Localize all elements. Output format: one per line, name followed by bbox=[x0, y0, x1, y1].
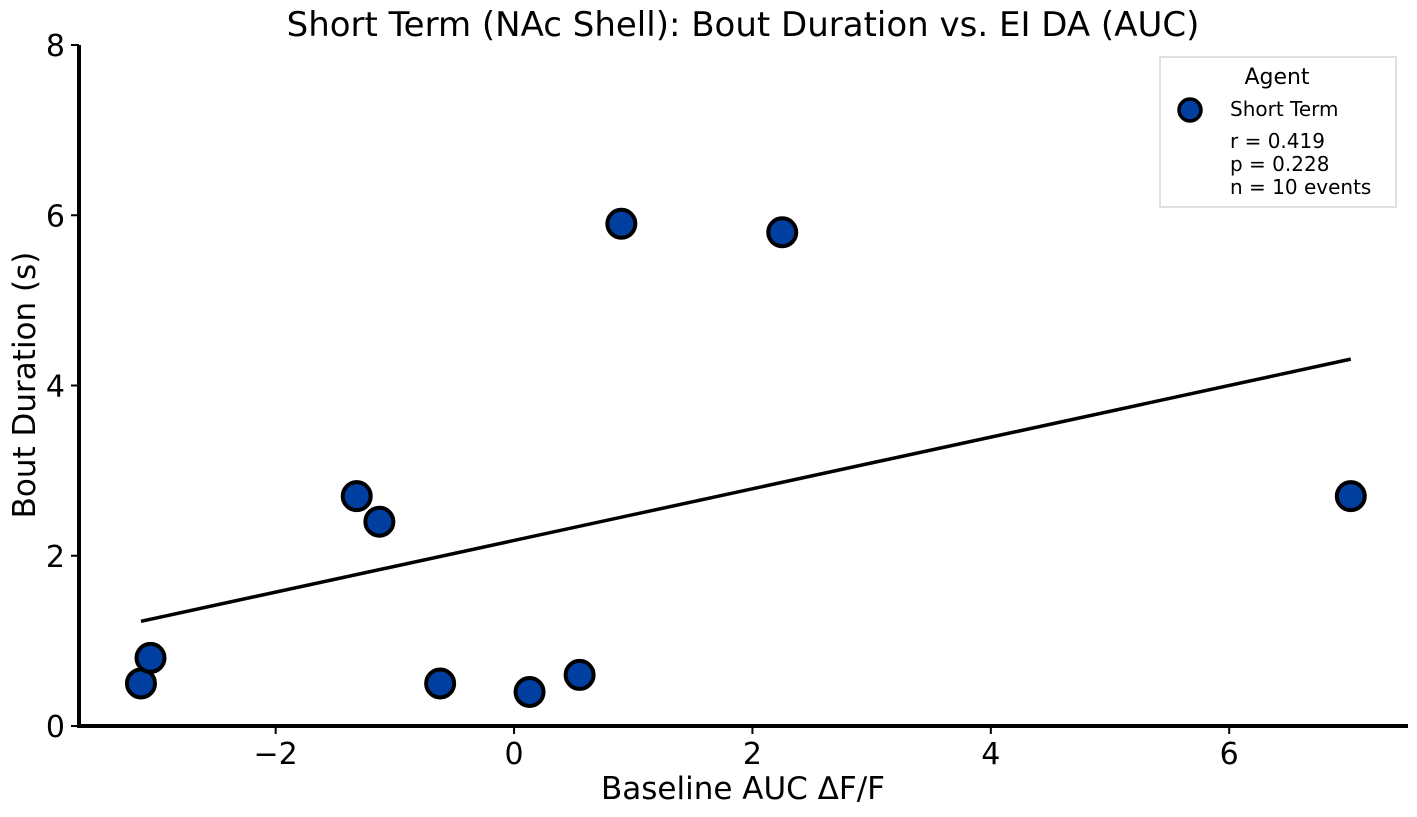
x-tick-label: 6 bbox=[1220, 737, 1239, 772]
y-ticks: 0 2 4 6 8 bbox=[46, 29, 79, 745]
legend-frame bbox=[1159, 56, 1397, 208]
legend: Agent Short Term r = 0.419 p = 0.228 n =… bbox=[1159, 56, 1397, 208]
data-point bbox=[424, 667, 457, 700]
x-tick-label: 2 bbox=[743, 737, 762, 772]
x-tick-label: 4 bbox=[981, 737, 1000, 772]
data-point bbox=[605, 207, 638, 240]
data-point bbox=[563, 658, 596, 691]
chart-title: Short Term (NAc Shell): Bout Duration vs… bbox=[287, 5, 1200, 45]
data-point bbox=[134, 641, 167, 674]
plot-area: −2 0 2 4 6 0 2 4 6 8 bbox=[46, 29, 1408, 772]
data-point bbox=[363, 505, 396, 538]
data-point bbox=[1334, 480, 1367, 513]
y-tick-label: 2 bbox=[46, 540, 65, 575]
data-point bbox=[513, 675, 546, 708]
data-point bbox=[766, 216, 799, 249]
data-points bbox=[124, 207, 1367, 708]
y-axis-label: Bout Duration (s) bbox=[7, 252, 43, 519]
legend-entry-label: Short Term bbox=[1230, 97, 1339, 121]
y-tick-label: 4 bbox=[46, 370, 65, 405]
legend-stat-n: n = 10 events bbox=[1230, 175, 1371, 199]
regression-line bbox=[140, 357, 1352, 624]
legend-title: Agent bbox=[1244, 65, 1309, 90]
x-tick-label: −2 bbox=[254, 737, 298, 772]
legend-stat-r: r = 0.419 bbox=[1230, 129, 1325, 153]
x-axis-label: Baseline AUC ΔF/F bbox=[601, 771, 885, 807]
y-tick-label: 0 bbox=[46, 710, 65, 745]
data-point bbox=[340, 480, 373, 513]
legend-stat-p: p = 0.228 bbox=[1230, 152, 1329, 176]
x-ticks: −2 0 2 4 6 bbox=[254, 726, 1239, 772]
y-tick-label: 8 bbox=[46, 29, 65, 64]
x-tick-label: 0 bbox=[505, 737, 524, 772]
legend-marker bbox=[1177, 97, 1203, 123]
y-tick-label: 6 bbox=[46, 199, 65, 234]
